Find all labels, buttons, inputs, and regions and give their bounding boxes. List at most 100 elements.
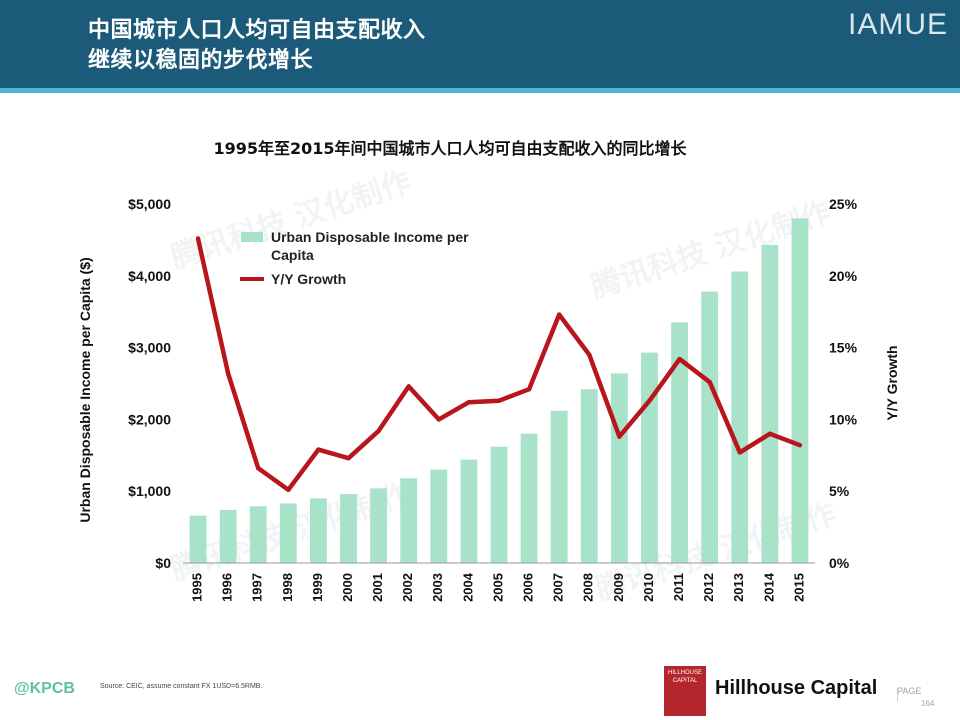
right-tick-label: 20%: [829, 268, 858, 284]
x-axis-ticks: 1995 1996 1997 1998 1999 2000 2001 2002 2003 2004…: [189, 572, 806, 602]
x-tick-label: 1997: [250, 573, 265, 602]
header-bar: 中国城市人口人均可自由支配收入 继续以稳固的步伐增长 IAMUE: [0, 0, 960, 88]
x-tick-label: 2015: [791, 573, 806, 602]
growth-line-series: [195, 236, 803, 493]
bar-2013: [731, 271, 749, 563]
bar-2005: [490, 446, 508, 563]
x-tick-label: 2002: [400, 573, 415, 602]
bar-2011: [671, 322, 688, 563]
right-tick-label: 5%: [829, 483, 850, 499]
growth-point-2006: [526, 387, 532, 392]
left-tick-label: $3,000: [128, 340, 171, 356]
hillhouse-name: Hillhouse Capital: [715, 677, 878, 699]
growth-point-1996: [225, 371, 231, 376]
x-tick-label: 2005: [490, 573, 505, 602]
legend-label-income-line1: Urban Disposable Income per: [271, 229, 469, 245]
bar-series: [189, 218, 809, 564]
page-number: 164: [921, 699, 935, 708]
x-tick-label: 2007: [551, 573, 566, 602]
x-tick-label: 2012: [701, 573, 716, 602]
growth-point-1998: [286, 487, 291, 492]
growth-point-2010: [647, 398, 652, 403]
growth-point-2014: [767, 431, 773, 436]
x-tick-label: 2013: [731, 573, 746, 602]
hillhouse-logo: HILLHOUSE CAPITAL: [664, 666, 706, 716]
left-tick-label: $4,000: [128, 268, 171, 284]
right-axis-ticks: 0% 5% 10% 15% 20% 25%: [829, 196, 858, 571]
x-tick-label: 2006: [521, 573, 536, 602]
x-tick-label: 2009: [611, 573, 626, 602]
growth-point-2000: [346, 455, 351, 461]
left-tick-label: $1,000: [128, 483, 171, 499]
bar-2000: [340, 494, 357, 563]
growth-point-2004: [466, 399, 472, 405]
growth-point-1997: [256, 466, 261, 471]
slide-title-line-2: 继续以稳固的步伐增长: [88, 48, 314, 73]
right-tick-label: 25%: [829, 196, 858, 212]
left-tick-label: $5,000: [128, 196, 171, 212]
brand-logo-text: IAMUE: [847, 8, 948, 41]
bar-2007: [550, 410, 568, 563]
x-tick-label: 1999: [310, 573, 325, 602]
bar-2014: [761, 244, 779, 563]
bar-2015: [791, 218, 809, 564]
bar-2008: [580, 389, 598, 563]
page-label: PAGE: [897, 686, 922, 696]
x-tick-label: 2003: [430, 573, 445, 602]
legend: Urban Disposable Income per Capita Y/Y G…: [240, 229, 469, 287]
growth-point-2001: [376, 428, 381, 434]
bar-1997: [249, 506, 267, 563]
header-accent-line: [0, 88, 960, 93]
growth-point-2005: [496, 398, 502, 403]
bar-1998: [279, 503, 297, 563]
growth-point-2012: [707, 379, 712, 385]
growth-point-2008: [587, 352, 592, 357]
legend-swatch-income: [241, 232, 263, 242]
slide-title-line-1: 中国城市人口人均可自由支配收入: [88, 18, 426, 43]
bar-2001: [370, 488, 388, 563]
x-tick-label: 2014: [761, 572, 776, 602]
bar-2012: [701, 291, 719, 563]
x-tick-label: 1996: [220, 573, 235, 602]
growth-point-2007: [556, 312, 562, 317]
bar-2006: [520, 433, 538, 563]
legend-label-income-line2: Capita: [271, 247, 314, 263]
growth-point-2011: [677, 356, 682, 362]
x-tick-label: 1998: [280, 573, 295, 602]
growth-point-2015: [797, 443, 803, 448]
chart-title: 1995年至2015年间中国城市人口人均可自由支配收入的同比增长: [213, 139, 687, 158]
growth-point-1995: [195, 236, 201, 241]
growth-point-2013: [737, 450, 742, 455]
bar-1999: [310, 498, 327, 563]
left-axis-ticks: $0 $1,000 $2,000 $3,000 $4,000 $5,000: [128, 196, 171, 571]
bar-2004: [460, 459, 478, 563]
bar-1996: [219, 509, 237, 563]
source-note: Source: CEIC, assume constant FX 1USD=6.…: [100, 683, 263, 690]
growth-point-1999: [316, 447, 321, 452]
kpcb-logo: @KPCB: [14, 680, 75, 697]
growth-point-2003: [436, 417, 442, 422]
x-tick-label: 2008: [581, 573, 596, 602]
right-tick-label: 10%: [829, 411, 858, 427]
x-tick-label: 2001: [370, 573, 385, 602]
page-divider: [897, 688, 898, 702]
x-tick-label: 2010: [641, 573, 656, 602]
right-tick-label: 0%: [829, 555, 850, 571]
bar-2010: [641, 352, 658, 563]
right-tick-label: 15%: [829, 340, 858, 356]
left-tick-label: $2,000: [128, 411, 171, 427]
left-axis-label: Urban Disposable Income per Capita ($): [77, 257, 93, 522]
bar-2002: [400, 478, 418, 563]
x-tick-label: 1995: [189, 573, 204, 602]
bar-2009: [610, 373, 628, 563]
right-axis-label: Y/Y Growth: [884, 345, 900, 420]
growth-point-2002: [406, 384, 411, 389]
x-tick-label: 2000: [340, 573, 355, 602]
legend-label-growth: Y/Y Growth: [271, 271, 346, 287]
x-tick-label: 2011: [671, 573, 686, 601]
bar-2003: [430, 469, 448, 563]
left-tick-label: $0: [155, 555, 171, 571]
bar-1995: [189, 515, 207, 563]
growth-point-2009: [617, 434, 622, 439]
